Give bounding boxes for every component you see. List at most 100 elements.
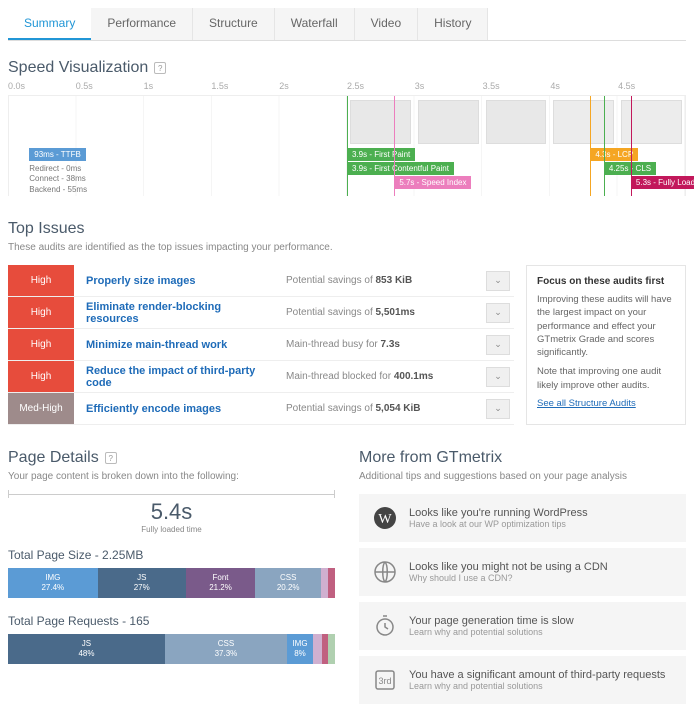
size-bar: IMG27.4%JS27%Font21.2%CSS20.2% [8,568,335,598]
issue-name[interactable]: Reduce the impact of third-party code [74,365,286,389]
filmstrip-thumb [418,100,479,144]
bar-segment [321,568,328,598]
help-icon[interactable]: ? [105,452,117,464]
ttfb-sub: Redirect - 0msConnect - 38msBackend - 55… [29,164,87,195]
tip-subtitle: Why should I use a CDN? [409,573,608,583]
svg-text:W: W [378,512,392,527]
section-title: Page Details [8,449,99,467]
chevron-down-icon[interactable]: ⌄ [486,303,510,323]
tab-structure[interactable]: Structure [193,8,275,40]
timeline-marker [590,96,591,196]
section-title: Top Issues [8,220,84,238]
sidebar-heading: Focus on these audits first [537,276,675,287]
bar-segment: Font21.2% [186,568,255,598]
tip-subtitle: Learn why and potential solutions [409,627,574,637]
filmstrip-thumb [553,100,614,144]
severity-badge: High [8,329,74,360]
time-tick: 4.5s [618,81,686,91]
time-tick: 2.5s [347,81,415,91]
time-axis: 0.0s0.5s1s1.5s2s2.5s3s3.5s4s4.5s [8,81,686,96]
loadtime-bar [8,494,335,495]
chevron-down-icon[interactable]: ⌄ [486,367,510,387]
marker-label: 5.7s - Speed Index [394,176,471,189]
more-from-gtmetrix: More from GTmetrix Additional tips and s… [359,449,686,704]
issue-detail: Main-thread busy for 7.3s [286,339,486,350]
sidebar-text: Improving these audits will have the lar… [537,293,675,359]
chevron-down-icon[interactable]: ⌄ [486,271,510,291]
severity-badge: High [8,265,74,296]
issue-name[interactable]: Eliminate render-blocking resources [74,301,286,325]
severity-badge: Med-High [8,393,74,424]
time-tick: 4s [550,81,618,91]
tip-title: Looks like you're running WordPress [409,507,588,519]
bar-segment: IMG27.4% [8,568,98,598]
issue-row[interactable]: Med-High Efficiently encode images Poten… [8,393,514,425]
issue-name[interactable]: Efficiently encode images [74,403,286,415]
svg-text:3rd: 3rd [378,676,391,686]
timeline-marker [347,96,348,196]
bar-segment: JS27% [98,568,186,598]
sidebar-text: Note that improving one audit likely imp… [537,365,675,392]
subtitle: Additional tips and suggestions based on… [359,471,686,482]
tip-title: You have a significant amount of third-p… [409,669,665,681]
severity-badge: High [8,297,74,328]
ttfb-label: 93ms - TTFB [29,148,86,161]
see-all-link[interactable]: See all Structure Audits [537,398,636,409]
timeline-body: 93ms - TTFB Redirect - 0msConnect - 38msB… [8,96,686,196]
section-title: Speed Visualization [8,59,148,77]
page-details: Page Details? Your page content is broke… [8,449,335,704]
issues-list: High Properly size images Potential savi… [8,265,514,425]
issue-row[interactable]: High Properly size images Potential savi… [8,265,514,297]
marker-label: 3.9s - First Contentful Paint [347,162,454,175]
tab-summary[interactable]: Summary [8,8,91,40]
tip-title: Your page generation time is slow [409,615,574,627]
load-time-value: 5.4s [8,499,335,525]
globe-icon [371,558,399,586]
marker-label: 3.9s - First Paint [347,148,415,161]
tip-item[interactable]: Your page generation time is slowLearn w… [359,602,686,650]
help-icon[interactable]: ? [154,62,166,74]
time-tick: 3.5s [483,81,551,91]
focus-sidebar: Focus on these audits first Improving th… [526,265,686,425]
tip-item[interactable]: 3rd You have a significant amount of thir… [359,656,686,704]
tab-video[interactable]: Video [355,8,418,40]
top-issues: Top Issues These audits are identified a… [8,220,686,425]
chevron-down-icon[interactable]: ⌄ [486,399,510,419]
issue-detail: Potential savings of 5,054 KiB [286,403,486,414]
bar-segment: CSS20.2% [255,568,321,598]
time-tick: 0.5s [76,81,144,91]
marker-label: 5.3s - Fully Loaded Time [631,176,694,189]
tip-subtitle: Learn why and potential solutions [409,681,665,691]
tip-subtitle: Have a look at our WP optimization tips [409,519,588,529]
time-tick: 1s [144,81,212,91]
issue-row[interactable]: High Reduce the impact of third-party co… [8,361,514,393]
tab-waterfall[interactable]: Waterfall [275,8,355,40]
issue-name[interactable]: Properly size images [74,275,286,287]
tip-item[interactable]: W Looks like you're running WordPressHave… [359,494,686,542]
load-time-label: Fully loaded time [8,525,335,534]
req-heading: Total Page Requests - 165 [8,614,335,628]
size-heading: Total Page Size - 2.25MB [8,548,335,562]
tip-title: Looks like you might not be using a CDN [409,561,608,573]
chevron-down-icon[interactable]: ⌄ [486,335,510,355]
severity-badge: High [8,361,74,392]
wp-icon: W [371,504,399,532]
filmstrip-thumb [486,100,547,144]
issue-row[interactable]: High Eliminate render-blocking resources… [8,297,514,329]
filmstrip-thumb [350,100,411,144]
tip-item[interactable]: Looks like you might not be using a CDNW… [359,548,686,596]
tab-performance[interactable]: Performance [91,8,193,40]
3rd-icon: 3rd [371,666,399,694]
tab-history[interactable]: History [418,8,488,40]
time-tick: 0.0s [8,81,76,91]
section-title: More from GTmetrix [359,449,502,467]
issue-name[interactable]: Minimize main-thread work [74,339,286,351]
timeline-marker [604,96,605,196]
speed-visualization: Speed Visualization? 0.0s0.5s1s1.5s2s2.5… [8,59,686,196]
issue-row[interactable]: High Minimize main-thread work Main-thre… [8,329,514,361]
timer-icon [371,612,399,640]
issue-detail: Main-thread blocked for 400.1ms [286,371,486,382]
issue-detail: Potential savings of 853 KiB [286,275,486,286]
time-tick: 2s [279,81,347,91]
filmstrip-thumb [621,100,682,144]
